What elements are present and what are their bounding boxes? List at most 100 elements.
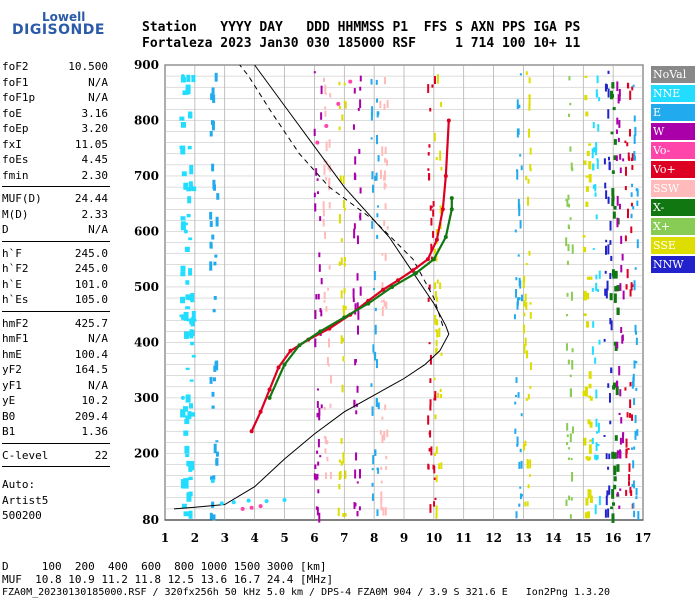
noise-mark (528, 103, 531, 111)
noise-mark (596, 159, 599, 169)
noise-mark (607, 196, 610, 204)
noise-mark (320, 278, 323, 285)
noise-mark (185, 453, 190, 458)
noise-mark (597, 124, 600, 132)
noise-mark (598, 270, 601, 279)
param-key: fmin (2, 168, 29, 182)
noise-mark (328, 338, 331, 348)
noise-mark (213, 443, 217, 454)
noise-mark (319, 216, 322, 222)
noise-mark (517, 128, 520, 135)
param-value: 11.05 (74, 137, 108, 151)
noise-mark (440, 352, 443, 356)
noise-mark (608, 161, 611, 170)
noise-mark (567, 194, 570, 200)
noise-mark (427, 152, 430, 156)
trace-segment (298, 330, 321, 347)
noise-mark (613, 155, 617, 161)
noise-mark (515, 277, 518, 281)
param-value: 101.0 (74, 277, 108, 291)
param-row: MUF(D) 24.44 (2, 192, 108, 205)
noise-mark (616, 81, 619, 92)
noise-mark (354, 156, 357, 165)
noise-mark (622, 290, 625, 300)
noise-mark (615, 155, 618, 162)
noise-mark (314, 338, 317, 348)
noise-mark (324, 92, 327, 95)
x-tick-label: 6 (310, 531, 318, 545)
noise-mark (520, 460, 523, 469)
data-point-nne (183, 229, 188, 234)
noise-mark (604, 270, 607, 274)
noise-mark (430, 256, 433, 260)
noise-mark (211, 163, 215, 172)
noise-mark (625, 489, 628, 496)
noise-mark (318, 252, 321, 258)
noise-mark (324, 106, 327, 110)
noise-mark (376, 509, 379, 516)
noise-mark (187, 411, 192, 420)
profile-curve (173, 64, 450, 510)
noise-mark (209, 130, 213, 137)
noise-mark (518, 503, 521, 507)
param-row: B0 209.4 (2, 410, 108, 423)
noise-mark (519, 486, 522, 489)
noise-mark (316, 507, 319, 516)
noise-mark (323, 435, 326, 439)
noise-mark (359, 286, 362, 296)
noise-mark (379, 169, 382, 180)
noise-mark (370, 383, 373, 387)
noise-mark (209, 376, 213, 384)
param-row: B1 1.36 (2, 425, 108, 438)
noise-mark (519, 73, 522, 76)
param-row: yE 10.2 (2, 394, 108, 407)
noise-mark (523, 312, 526, 317)
noise-mark (188, 268, 193, 276)
noise-mark (434, 314, 437, 325)
noise-mark (516, 169, 519, 180)
noise-mark (341, 384, 344, 393)
noise-mark (343, 207, 346, 211)
noise-mark (371, 106, 374, 116)
noise-mark (315, 506, 318, 510)
noise-mark (595, 418, 598, 427)
noise-mark (439, 223, 442, 230)
noise-mark (428, 284, 431, 290)
noise-mark (439, 394, 442, 399)
noise-mark (631, 414, 634, 421)
noise-mark (603, 338, 606, 342)
noise-mark (528, 128, 531, 138)
noise-mark (381, 434, 384, 444)
noise-mark (633, 134, 636, 144)
noise-mark (436, 74, 439, 84)
noise-mark (439, 205, 442, 214)
noise-mark (613, 452, 617, 459)
noise-mark (618, 365, 621, 376)
noise-mark (435, 339, 438, 347)
noise-mark (323, 406, 326, 411)
x-tick-label: 2 (191, 531, 199, 545)
noise-mark (567, 224, 570, 229)
noise-mark (611, 170, 615, 174)
noise-mark (188, 237, 193, 241)
noise-mark (565, 198, 568, 202)
param-value: N/A (88, 91, 108, 104)
noise-mark (185, 88, 190, 95)
noise-mark (589, 495, 593, 504)
legend-item-nne: NNE (651, 85, 695, 102)
noise-mark (384, 157, 387, 163)
noise-mark (318, 264, 321, 272)
noise-mark (429, 107, 432, 112)
noise-mark (636, 239, 639, 249)
noise-mark (513, 314, 516, 320)
noise-mark (323, 77, 326, 82)
noise-mark (565, 343, 568, 351)
noise-mark (631, 183, 634, 187)
noise-mark (185, 415, 190, 421)
trace-segment (391, 272, 417, 288)
noise-mark (324, 110, 327, 117)
separator (2, 466, 110, 467)
noise-mark (341, 337, 344, 342)
noise-mark (359, 86, 362, 91)
noise-mark (610, 506, 614, 510)
